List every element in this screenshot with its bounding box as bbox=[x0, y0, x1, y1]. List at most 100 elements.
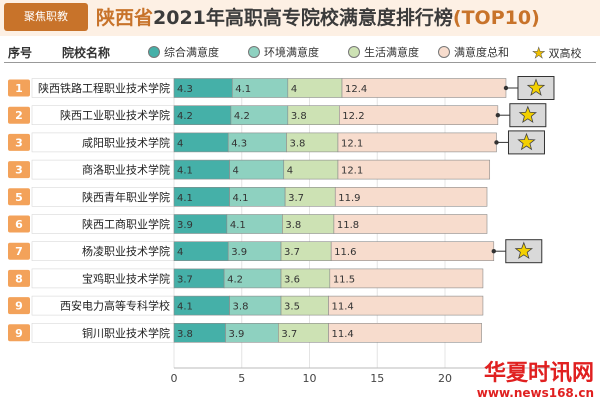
bar-value-label: 4.1 bbox=[177, 302, 193, 313]
school-name: 商洛职业技术学院 bbox=[82, 163, 170, 177]
bar-value-label: 4 bbox=[177, 247, 183, 258]
school-name: 杨凌职业技术学院 bbox=[82, 244, 170, 258]
legend-item-living: 生活满意度 bbox=[348, 44, 419, 60]
rank-badge bbox=[8, 133, 30, 151]
school-name: 陕西铁路工程职业技术学院 bbox=[38, 81, 170, 95]
legend-item-total: 满意度总和 bbox=[438, 44, 509, 60]
bar-segment bbox=[334, 187, 488, 207]
bar-segment bbox=[329, 268, 484, 289]
bar-value-label: 3.8 bbox=[233, 302, 249, 313]
rank-number: 9 bbox=[15, 300, 23, 313]
bar-value-label: 4 bbox=[177, 138, 183, 149]
bar-value-label: 4.1 bbox=[233, 193, 249, 204]
rank-number: 1 bbox=[15, 82, 23, 95]
star-icon bbox=[514, 241, 533, 260]
rank-badge bbox=[8, 161, 30, 179]
page-title: 陕西省2021年高职高专院校满意度排行榜(TOP10) bbox=[96, 3, 540, 33]
star-icon bbox=[517, 132, 536, 151]
bar-value-label: 12.1 bbox=[341, 166, 363, 177]
school-name: 宝鸡职业技术学院 bbox=[82, 271, 170, 285]
school-name: 陕西工业职业技术学院 bbox=[60, 108, 170, 122]
star-icon bbox=[526, 78, 546, 96]
brand-logo: 聚焦职教 bbox=[4, 3, 88, 31]
bar-value-label: 4.2 bbox=[234, 111, 250, 122]
legend-swatch bbox=[438, 46, 450, 58]
bar-value-label: 3.8 bbox=[291, 111, 307, 122]
x-tick-label: 20 bbox=[438, 372, 452, 385]
watermark-url: www.news168.cn bbox=[476, 386, 594, 400]
bar-value-label: 3.7 bbox=[288, 193, 304, 204]
school-name: 西安电力高等专科学校 bbox=[60, 299, 170, 313]
watermark: 华夏时讯网 www.news168.cn bbox=[476, 361, 594, 401]
school-name: 咸阳职业技术学院 bbox=[82, 135, 170, 149]
bar-value-label: 4.1 bbox=[235, 84, 251, 95]
rank-number: 9 bbox=[15, 327, 23, 340]
bar-value-label: 3.5 bbox=[284, 302, 300, 313]
rank-number: 3 bbox=[15, 136, 23, 149]
title-top: (TOP10) bbox=[452, 7, 540, 29]
marker-dot bbox=[503, 85, 509, 91]
marker-dot bbox=[495, 113, 501, 118]
title-region: 陕西省 bbox=[96, 7, 154, 29]
bar-value-label: 11.8 bbox=[337, 220, 359, 231]
bar-value-label: 4.2 bbox=[177, 111, 193, 122]
bar-value-label: 4 bbox=[291, 84, 297, 95]
bar-segment bbox=[337, 159, 491, 180]
rank-badge bbox=[8, 215, 30, 233]
rank-number: 3 bbox=[15, 164, 23, 177]
bar-value-label: 11.4 bbox=[331, 302, 353, 313]
star-icon bbox=[518, 105, 537, 124]
rank-badge bbox=[8, 324, 30, 342]
header-divider bbox=[4, 62, 596, 63]
legend-swatch bbox=[148, 46, 160, 58]
bar-value-label: 11.4 bbox=[331, 329, 353, 340]
bar-value-label: 4.3 bbox=[177, 84, 193, 95]
bar-value-label: 12.4 bbox=[345, 84, 367, 95]
bar-value-label: 4 bbox=[287, 166, 293, 177]
bar-value-label: 3.9 bbox=[228, 329, 244, 340]
legend-item-environment: 环境满意度 bbox=[248, 44, 319, 60]
bar-value-label: 3.7 bbox=[177, 274, 193, 285]
bar-value-label: 3.8 bbox=[289, 138, 305, 149]
bar-segment bbox=[328, 295, 484, 316]
rank-badge bbox=[8, 79, 30, 97]
marker-dot bbox=[491, 249, 496, 254]
rank-badge bbox=[8, 188, 30, 206]
bar-value-label: 11.5 bbox=[333, 274, 355, 285]
bar-value-label: 4.3 bbox=[231, 138, 247, 149]
x-tick-label: 5 bbox=[238, 372, 245, 385]
legend-item-overall: 综合满意度 bbox=[148, 44, 219, 60]
bar-value-label: 4.1 bbox=[177, 193, 193, 204]
star-icon: ★ bbox=[532, 44, 546, 63]
bar-value-label: 3.7 bbox=[281, 329, 297, 340]
bar-value-label: 3.8 bbox=[285, 220, 301, 231]
rank-number: 6 bbox=[15, 218, 23, 231]
bar-value-label: 3.9 bbox=[177, 220, 193, 231]
x-tick-label: 15 bbox=[370, 372, 384, 385]
bar-value-label: 12.2 bbox=[342, 111, 364, 122]
rank-number: 2 bbox=[15, 109, 23, 122]
bar-segment bbox=[333, 214, 488, 234]
legend-swatch bbox=[348, 46, 360, 58]
school-name: 陕西工商职业学院 bbox=[82, 217, 170, 231]
x-tick-label: 0 bbox=[171, 372, 178, 385]
watermark-text: 华夏时讯网 bbox=[483, 361, 594, 386]
school-name: 铜川职业技术学院 bbox=[82, 326, 170, 340]
rank-badge bbox=[8, 106, 30, 124]
bar-value-label: 3.9 bbox=[231, 247, 247, 258]
title-bar: 聚焦职教 陕西省2021年高职高专院校满意度排行榜(TOP10) bbox=[0, 0, 600, 36]
x-tick-label: 10 bbox=[303, 372, 317, 385]
rank-number: 5 bbox=[15, 191, 23, 204]
bar-value-label: 3.6 bbox=[284, 274, 300, 285]
rank-badge bbox=[8, 297, 30, 315]
bar-value-label: 12.1 bbox=[341, 138, 363, 149]
legend-item-double-high: ★ 双高校 bbox=[532, 44, 582, 63]
bar-value-label: 11.9 bbox=[338, 193, 360, 204]
bar-segment bbox=[328, 322, 482, 343]
column-header-name: 院校名称 bbox=[62, 46, 111, 60]
rank-number: 8 bbox=[15, 272, 23, 285]
rank-number: 7 bbox=[15, 245, 23, 258]
bar-value-label: 4 bbox=[233, 166, 239, 177]
bar-value-label: 11.6 bbox=[334, 247, 356, 258]
